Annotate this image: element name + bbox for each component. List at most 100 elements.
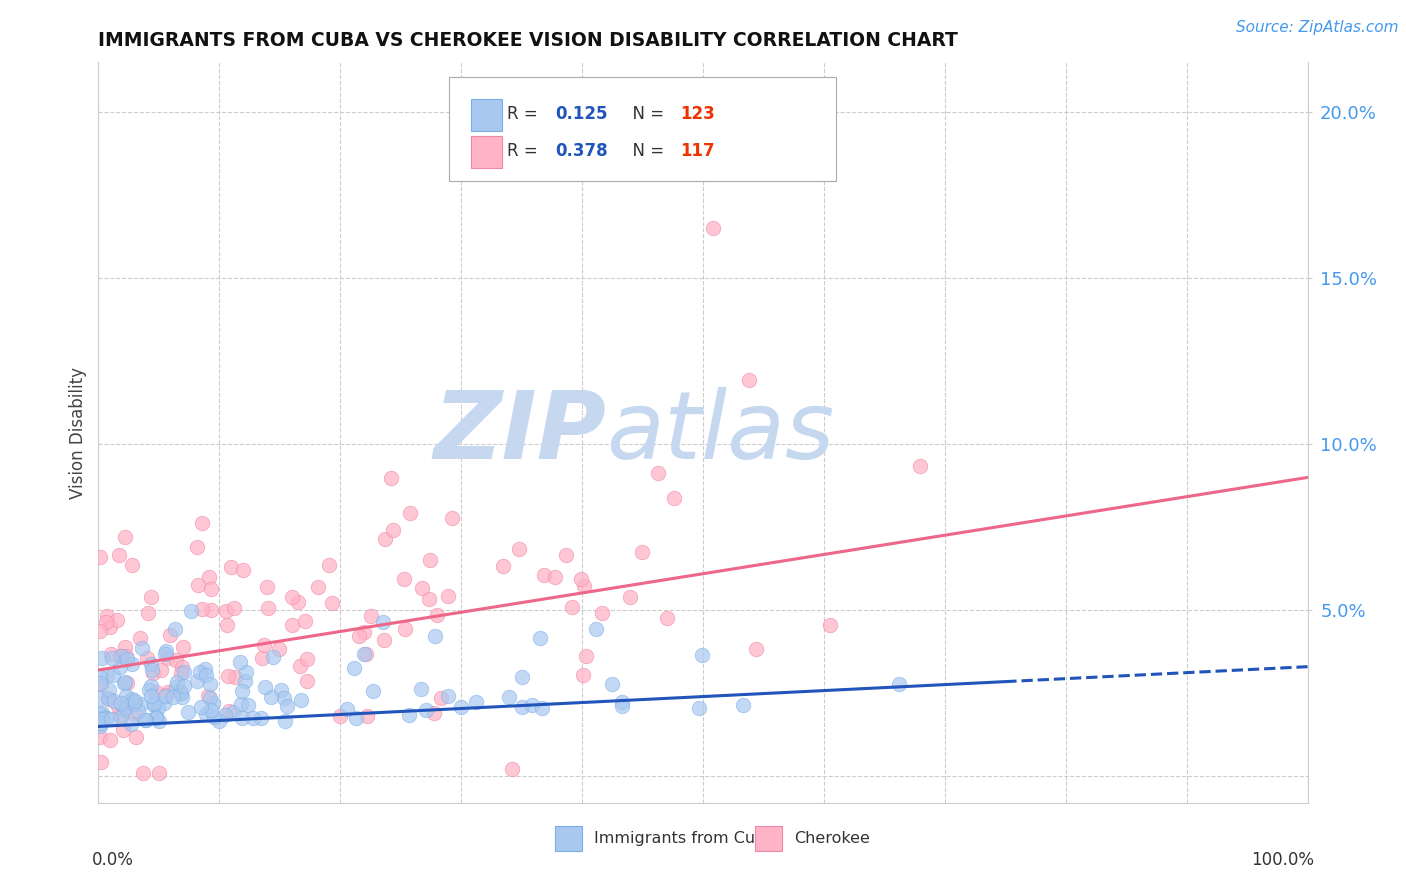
Point <box>200 703 222 717</box>
Point <box>591 606 613 620</box>
Point <box>287 595 309 609</box>
Point <box>100 712 122 726</box>
Point <box>90 716 112 731</box>
Point <box>156 651 179 665</box>
Point <box>344 711 367 725</box>
Point <box>90 756 112 770</box>
Point <box>242 711 264 725</box>
Point <box>103 694 125 708</box>
Point <box>510 700 533 714</box>
Point <box>100 647 122 661</box>
Text: Immigrants from Cuba: Immigrants from Cuba <box>595 830 776 846</box>
Point <box>118 698 141 712</box>
Point <box>114 674 136 689</box>
Point <box>165 623 187 637</box>
Point <box>353 647 375 661</box>
Point <box>198 690 221 705</box>
Point <box>889 676 911 690</box>
Point <box>121 558 143 573</box>
Point <box>267 641 290 656</box>
Point <box>89 730 111 744</box>
Text: N =: N = <box>621 105 669 123</box>
Point <box>253 680 276 694</box>
Point <box>572 668 595 682</box>
Y-axis label: Vision Disability: Vision Disability <box>69 367 87 499</box>
Point <box>197 570 219 584</box>
Point <box>150 663 173 677</box>
Point <box>363 684 385 698</box>
Point <box>321 596 343 610</box>
Point <box>214 708 236 723</box>
Point <box>145 685 167 699</box>
Text: 0.125: 0.125 <box>555 105 607 123</box>
Point <box>115 648 138 663</box>
Point <box>231 711 253 725</box>
Point <box>662 491 685 506</box>
Text: 123: 123 <box>681 105 714 123</box>
Point <box>382 523 405 537</box>
Text: atlas: atlas <box>606 387 835 478</box>
Point <box>131 640 153 655</box>
Point <box>398 708 420 723</box>
Point <box>141 590 163 604</box>
Point <box>153 696 176 710</box>
Point <box>619 590 641 604</box>
Point <box>110 710 132 724</box>
Point <box>89 719 111 733</box>
Point <box>288 659 311 673</box>
Point <box>135 651 157 665</box>
Point <box>250 711 273 725</box>
Point <box>91 709 114 723</box>
Point <box>107 698 129 713</box>
Point <box>554 548 576 562</box>
Point <box>145 710 167 724</box>
Point <box>737 373 759 387</box>
Point <box>411 581 433 595</box>
Point <box>200 582 222 597</box>
Point <box>186 540 208 554</box>
Point <box>139 679 162 693</box>
Point <box>544 570 567 584</box>
Point <box>96 668 118 682</box>
Point <box>600 677 623 691</box>
Point <box>217 669 239 683</box>
Point <box>270 682 292 697</box>
Point <box>145 711 167 725</box>
Point <box>170 686 193 700</box>
Point <box>238 698 260 713</box>
Point <box>194 662 217 676</box>
Point <box>630 545 652 559</box>
Point <box>561 600 583 615</box>
FancyBboxPatch shape <box>471 99 502 130</box>
Point <box>250 650 273 665</box>
Point <box>122 697 145 711</box>
Point <box>101 650 124 665</box>
Point <box>188 665 211 679</box>
Point <box>200 603 222 617</box>
Point <box>155 688 177 702</box>
Point <box>124 694 146 708</box>
Point <box>89 624 111 638</box>
Point <box>910 458 932 473</box>
Point <box>89 707 111 722</box>
Point <box>647 466 669 480</box>
Point <box>195 707 218 722</box>
Point <box>197 690 219 704</box>
Point <box>166 675 188 690</box>
Point <box>257 600 280 615</box>
Point <box>419 553 441 567</box>
Point <box>101 667 124 681</box>
Point <box>142 696 165 710</box>
Point <box>108 708 131 723</box>
Point <box>110 696 132 710</box>
Point <box>97 690 120 705</box>
Point <box>127 705 149 719</box>
Point <box>148 766 170 780</box>
Point <box>688 701 710 715</box>
Point <box>114 701 136 715</box>
Point <box>121 657 143 672</box>
FancyBboxPatch shape <box>755 826 782 851</box>
Point <box>522 698 544 713</box>
Point <box>110 648 132 663</box>
Point <box>224 600 246 615</box>
